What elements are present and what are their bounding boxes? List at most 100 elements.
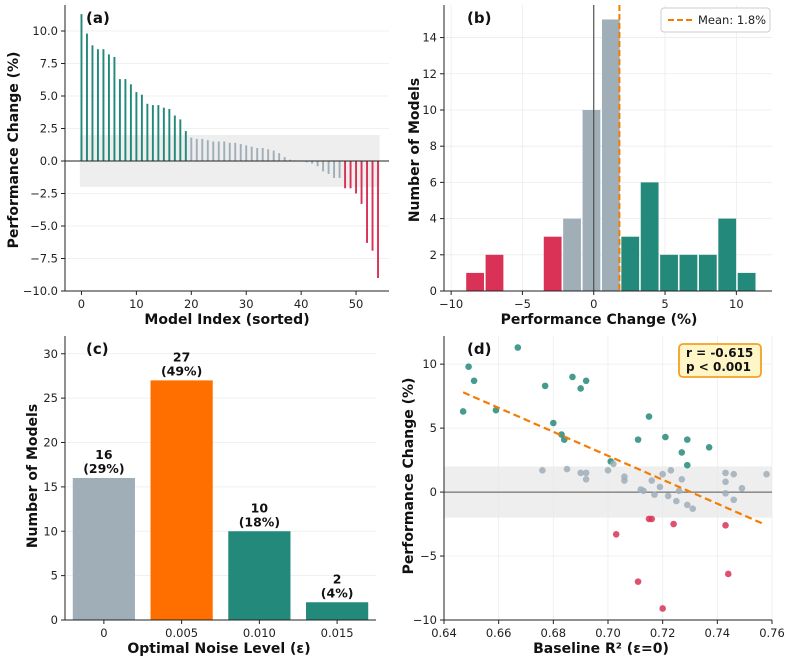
panel-d-xtick-label: 0.66 [486, 626, 512, 640]
panel-d-ylabel: Performance Change (%) [401, 378, 417, 575]
panel-d-point [738, 484, 746, 492]
panel-d-point [722, 469, 729, 477]
panel-a-bar [168, 109, 171, 161]
panel-d-point [582, 469, 590, 477]
panel-d-point [610, 460, 617, 468]
panel-d-point [558, 431, 565, 438]
panel-b-bin [582, 109, 601, 292]
panel-d-point [763, 470, 770, 478]
panel-b-bin [466, 272, 484, 291]
panel-a-bar [349, 161, 352, 189]
panel-d-point [514, 344, 522, 351]
panel-a-bar [327, 161, 330, 174]
panel-d-point [730, 470, 738, 478]
panel-d-point [459, 408, 467, 415]
panel-c-bar [306, 602, 369, 620]
panel-b-xtick-label: 0 [590, 297, 597, 311]
panel-b-ytick-label: 0 [430, 284, 437, 298]
panel-b-bin [543, 236, 562, 291]
panel-c-ytick-label: 25 [43, 391, 58, 405]
panel-d-point [465, 363, 472, 371]
panel-a-ytick-label: 10.0 [32, 24, 58, 38]
panel-d-point [659, 470, 666, 478]
panel-d-point [670, 520, 677, 528]
panel-a-bar [86, 33, 88, 161]
panel-c-xlabel: Optimal Noise Level (ε) [127, 641, 310, 657]
panel-d-xtick-label: 0.64 [431, 626, 457, 640]
panel-d-point [689, 505, 697, 513]
panel-d-point [656, 483, 664, 491]
panel-a-xlabel: Model Index (sorted) [144, 312, 309, 328]
panel-d-point [582, 475, 590, 483]
panel-a-bar [190, 137, 193, 161]
panel-d-point [550, 419, 557, 427]
panel-a-bar [261, 148, 264, 161]
panel-a-bar [316, 161, 319, 167]
panel-a-bar [206, 140, 209, 161]
panel-d-point [678, 449, 686, 456]
panel-d-xtick-label: 0.76 [759, 626, 785, 640]
panel-a-bar [184, 131, 187, 161]
panel-b-ytick-label: 4 [430, 212, 437, 226]
panel-b-xtick-label: 5 [661, 297, 668, 311]
panel-b-ytick-label: 6 [430, 175, 437, 189]
panel-c-bar-count: 10 [251, 500, 269, 515]
panel-d-point [675, 487, 683, 495]
panel-d-point [705, 443, 713, 451]
panel-a-bar [96, 49, 99, 162]
panel-d-xtick-label: 0.70 [595, 626, 621, 640]
panel-d-xtick-label: 0.74 [705, 626, 731, 640]
panel-a-bar [113, 57, 116, 161]
panel-a-bar [283, 157, 286, 161]
panel-a-bar [305, 161, 308, 163]
panel-b-bin [679, 254, 698, 291]
panel-a-bar [201, 138, 204, 161]
panel-d-xtick-label: 0.72 [650, 626, 676, 640]
panel-d-point [640, 487, 647, 495]
panel-a-bar [179, 119, 182, 161]
panel-a-bar [129, 84, 132, 161]
panel-c-bar-percent: (29%) [83, 461, 124, 476]
panel-d-point [634, 436, 642, 443]
panel-d-point [470, 377, 478, 385]
panel-a-bar [162, 107, 165, 161]
panel-b-ytick-label: 8 [430, 139, 437, 153]
panel-d-label: (d) [467, 340, 491, 358]
panel-d-point [582, 377, 590, 385]
panel-d-point [648, 515, 656, 523]
panel-c-xtick-label: 0.010 [243, 626, 276, 640]
panel-c-bar-percent: (49%) [161, 363, 202, 378]
panel-d-point [659, 605, 666, 612]
panel-a-performance-change-by-model: −10.0 −7.5 −5.0 −2.5 0.0 2.5 5.0 7.5 10.0 0 10 20 30… [6, 5, 389, 328]
panel-a-bar [212, 141, 215, 161]
panel-a-bar [157, 105, 160, 161]
panel-b-ytick-label: 10 [422, 103, 437, 117]
panel-c-ytick-label: 15 [43, 480, 58, 494]
panel-a-xtick-label: 50 [349, 297, 364, 311]
panel-a-bar [140, 94, 143, 161]
panel-d-point [722, 478, 729, 486]
panel-a-bar [151, 105, 154, 161]
panel-a-bar [371, 161, 374, 251]
panel-d-point [651, 491, 658, 498]
panel-c-noise-level-bars: 16(29%)27(49%)10(18%)2(4%) 0510152025300… [25, 336, 376, 657]
panel-b-bin [563, 218, 581, 291]
panel-a-bar [135, 92, 138, 161]
panel-b-xtick-label: −5 [514, 297, 531, 311]
panel-d-point [683, 461, 691, 469]
stat-p: p < 0.001 [686, 360, 751, 374]
panel-b-ylabel: Number of Models [407, 78, 423, 222]
panel-d-xtick-label: 0.68 [541, 626, 567, 640]
panel-a-bar [239, 144, 242, 161]
panel-d-point [722, 490, 729, 497]
panel-a-xtick-label: 10 [129, 297, 144, 311]
panel-b-bin [718, 218, 737, 291]
panel-a-bar [217, 141, 220, 161]
panel-a-bar [102, 49, 105, 162]
panel-d-ytick-label: 5 [430, 421, 437, 435]
panel-a-bar [118, 79, 121, 161]
panel-d-point [664, 492, 672, 500]
panel-a-bar [355, 161, 358, 194]
panel-c-ytick-label: 0 [51, 613, 58, 627]
